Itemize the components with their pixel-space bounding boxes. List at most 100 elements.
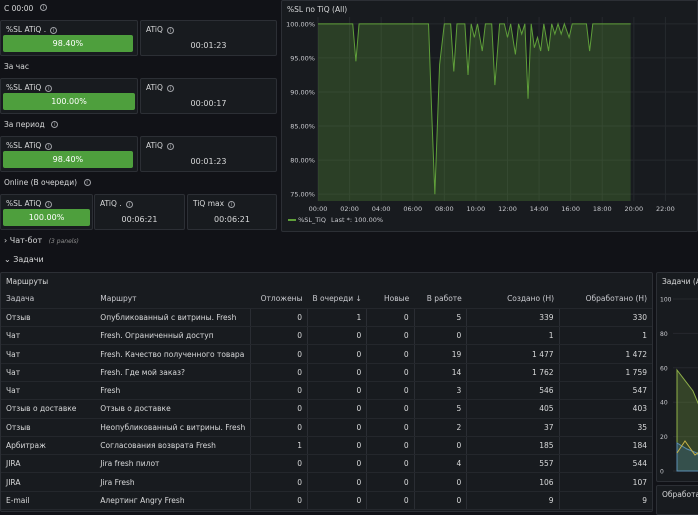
tasks-side-chart-panel: Задачи (А 100 80 60 40 20 0 <box>656 272 698 482</box>
series-line <box>318 22 631 195</box>
table-row[interactable]: Отзыв о доставке Отзыв о доставке 0 0 0 5 405 4… <box>1 399 652 419</box>
cell-deferred: 0 <box>250 454 308 474</box>
table-row[interactable]: Чат Fresh. Качество полученного товара 0 0 0… <box>1 344 652 364</box>
cell-in-work: 3 <box>413 381 467 401</box>
cell-task: Чат <box>1 381 96 401</box>
cell-new: 0 <box>366 344 415 364</box>
x-tick-label: 20:00 <box>624 205 643 213</box>
info-icon[interactable]: i <box>166 26 174 34</box>
cell-new: 0 <box>366 472 415 492</box>
cell-in-work: 4 <box>413 454 467 474</box>
table-row[interactable]: JIRA Jira Fresh 0 0 0 0 106 107 <box>1 472 652 492</box>
cell-new: 0 <box>366 491 415 511</box>
cell-created: 405 <box>466 399 560 419</box>
cell-route: Алертинг Angry Fresh <box>95 491 251 511</box>
table-row[interactable]: Чат Fresh. Ограниченный доступ 0 0 0 0 1 1 <box>1 326 652 346</box>
info-icon[interactable]: i <box>39 4 47 11</box>
table-row[interactable]: JIRA Jira fresh пилот 0 0 0 4 557 544 <box>1 454 652 474</box>
cell-new: 0 <box>366 399 415 419</box>
x-tick-label: 22:00 <box>656 205 675 213</box>
cell-deferred: 0 <box>250 399 308 419</box>
table-row[interactable]: Арбитраж Согласования возврата Fresh 1 0 0 0 1… <box>1 436 652 456</box>
table-row[interactable]: Отзыв Опубликованный с витрины. Fresh 0 1 0 5… <box>1 308 652 328</box>
cell-in-queue: 0 <box>307 418 367 437</box>
info-icon[interactable]: i <box>228 200 236 208</box>
x-tick-label: 12:00 <box>498 205 517 213</box>
table-row[interactable]: Чат Fresh. Где мой заказ? 0 0 0 14 1 762 1 759 <box>1 363 652 382</box>
tasks-row-toggle[interactable]: ⌄ Задачи <box>4 255 44 264</box>
cell-new: 0 <box>366 418 415 437</box>
info-icon[interactable]: i <box>51 121 59 128</box>
cell-processed: 544 <box>558 454 652 474</box>
cell-created: 185 <box>466 436 560 456</box>
atiq-value: 00:06:21 <box>121 215 158 224</box>
cell-in-work: 5 <box>413 308 467 328</box>
x-tick-label: 18:00 <box>593 205 612 213</box>
column-header-in-queue[interactable]: В очереди ↓ <box>307 290 367 309</box>
info-icon[interactable]: i <box>125 200 133 208</box>
cell-task: Отзыв <box>1 418 96 437</box>
cell-in-queue: 1 <box>307 308 367 328</box>
sl-atiq-gauge-bar: 100.00% <box>3 93 135 110</box>
info-icon[interactable]: i <box>45 200 53 208</box>
column-header-processed[interactable]: Обработано (Н) <box>559 290 652 309</box>
x-tick-label: 16:00 <box>561 205 580 213</box>
column-header-new[interactable]: Новые <box>366 290 415 309</box>
cell-route: Jira fresh пилот <box>95 454 251 474</box>
cell-route: Согласования возврата Fresh <box>95 436 251 456</box>
cell-in-queue: 0 <box>307 363 367 382</box>
cell-route: Jira Fresh <box>95 472 251 492</box>
column-header-route[interactable]: Маршрут <box>95 290 251 309</box>
side-bottom-title: Обработан <box>662 490 698 499</box>
column-header-task[interactable]: Задача <box>1 290 96 309</box>
cell-in-queue: 0 <box>307 344 367 364</box>
column-header-deferred[interactable]: Отложены <box>250 290 308 309</box>
cell-task: E-mail <box>1 491 96 511</box>
side-y-tick-label: 20 <box>660 434 668 441</box>
chart-legend[interactable]: %SL_TiQ Last *: 100.00% <box>288 216 383 224</box>
info-icon[interactable]: i <box>45 142 53 150</box>
cell-processed: 1 759 <box>558 363 652 382</box>
info-icon[interactable]: i <box>166 142 174 150</box>
info-icon[interactable]: i <box>50 26 58 34</box>
processed-side-panel: Обработан <box>656 485 698 515</box>
x-tick-label: 08:00 <box>435 205 454 213</box>
cell-new: 0 <box>366 363 415 382</box>
cell-new: 0 <box>366 436 415 456</box>
column-header-in-work[interactable]: В работе <box>414 290 467 309</box>
table-row[interactable]: Чат Fresh 0 0 0 3 546 547 <box>1 381 652 401</box>
legend-series-name: %SL_TiQ <box>298 216 326 224</box>
sl-atiq-period-panel: %SL ATiQ i 98.40% <box>0 136 138 172</box>
info-icon[interactable]: i <box>83 179 91 186</box>
cell-in-work: 0 <box>413 472 467 492</box>
cell-deferred: 0 <box>250 418 308 437</box>
y-tick-label: 80.00% <box>290 157 315 165</box>
y-tick-label: 85.00% <box>290 123 315 131</box>
cell-processed: 9 <box>558 491 652 511</box>
cell-deferred: 0 <box>250 491 308 511</box>
tasks-row-label: Задачи <box>13 255 44 264</box>
cell-in-work: 2 <box>413 418 467 437</box>
chatbot-panel-count: (3 panels) <box>48 238 79 245</box>
cell-created: 37 <box>466 418 560 437</box>
info-icon[interactable]: i <box>45 84 53 92</box>
cell-route: Отзыв о доставке <box>95 399 251 419</box>
hour-section-label: За час <box>4 62 29 71</box>
atiq-label: ATiQ <box>146 25 163 34</box>
cell-task: Отзыв о доставке <box>1 399 96 419</box>
cell-created: 1 477 <box>466 344 560 364</box>
since-midnight-label: С 00:00 <box>4 4 34 13</box>
column-header-created[interactable]: Создано (Н) <box>466 290 560 309</box>
cell-deferred: 0 <box>250 308 308 328</box>
table-row[interactable]: E-mail Алертинг Angry Fresh 0 0 0 0 9 9 <box>1 491 652 511</box>
chatbot-row-toggle[interactable]: › Чат-бот (3 panels) <box>4 236 79 245</box>
in-queue-header-label: В очереди <box>312 294 354 304</box>
y-tick-label: 95.00% <box>290 54 315 62</box>
table-row[interactable]: Отзыв Неопубликованный с витрины. Fresh 0 0… <box>1 418 652 437</box>
side-area-blue <box>676 442 698 472</box>
cell-created: 9 <box>466 491 560 511</box>
info-icon[interactable]: i <box>166 84 174 92</box>
cell-created: 106 <box>466 472 560 492</box>
side-chart-title: Задачи (А <box>662 277 698 286</box>
period-section-label: За период <box>4 120 45 129</box>
